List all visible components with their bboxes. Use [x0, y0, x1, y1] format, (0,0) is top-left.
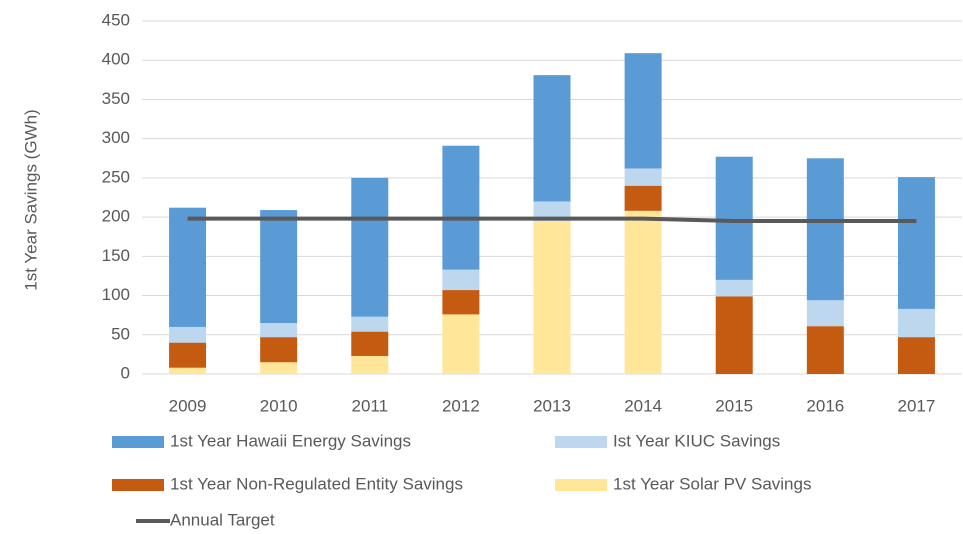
bar-segment [260, 337, 298, 363]
x-tick-label: 2012 [442, 396, 480, 415]
y-tick-label: 250 [102, 167, 130, 186]
bar-segment [715, 279, 753, 297]
bar-segment [169, 207, 207, 327]
y-tick-label: 450 [102, 10, 130, 29]
bar-segment [169, 326, 207, 343]
bar-segment [533, 201, 571, 222]
y-tick-label: 50 [111, 324, 130, 343]
x-tick-label: 2014 [624, 396, 662, 415]
y-tick-label: 0 [121, 363, 130, 382]
bar-segment [715, 156, 753, 280]
bar-segment [533, 221, 571, 374]
bar-segment [624, 185, 662, 211]
bar-segment [260, 210, 298, 324]
x-tick-label: 2016 [806, 396, 844, 415]
x-tick-label: 2010 [260, 396, 298, 415]
bar-segment [533, 75, 571, 202]
bar-segment [806, 300, 844, 327]
bar-segment [806, 326, 844, 374]
legend-swatch [555, 479, 607, 491]
bar-segment [897, 177, 935, 309]
bar-segment [897, 337, 935, 374]
y-tick-label: 150 [102, 246, 130, 265]
y-axis-label: 1st Year Savings (GWh) [21, 109, 40, 290]
bar-segment [169, 367, 207, 374]
bar-segment [624, 210, 662, 374]
bar-segment [624, 53, 662, 169]
bar-segment [442, 145, 480, 270]
y-tick-label: 300 [102, 128, 130, 147]
bar-segment [260, 362, 298, 374]
legend-label: 1st Year Hawaii Energy Savings [170, 431, 411, 450]
bar-segment [351, 316, 389, 332]
bar-segment [351, 331, 389, 356]
x-tick-label: 2013 [533, 396, 571, 415]
y-tick-label: 350 [102, 89, 130, 108]
target-line [187, 216, 917, 224]
bar-segment [806, 158, 844, 301]
x-tick-label: 2015 [715, 396, 753, 415]
bar-segment [351, 177, 389, 317]
x-tick-label: 2017 [898, 396, 936, 415]
bar-segment [442, 269, 480, 291]
y-tick-label: 400 [102, 50, 130, 69]
bar-segment [442, 314, 480, 374]
legend-swatch [112, 479, 164, 491]
bar-segment [442, 290, 480, 315]
x-tick-label: 2011 [351, 396, 388, 415]
y-tick-label: 200 [102, 207, 130, 226]
bar-segment [351, 355, 389, 374]
x-tick-label: 2009 [169, 396, 207, 415]
y-tick-label: 100 [102, 285, 130, 304]
bar-segment [260, 323, 298, 338]
bar-segment [897, 308, 935, 338]
legend-swatch [112, 436, 164, 448]
legend-label: 1st Year Non-Regulated Entity Savings [170, 474, 463, 493]
legend-label: Annual Target [170, 510, 275, 529]
legend-label: Ist Year KIUC Savings [613, 431, 780, 450]
legend-swatch [555, 436, 607, 448]
legend-label: 1st Year Solar PV Savings [613, 474, 811, 493]
bar-segment [169, 342, 207, 368]
bar-segment [715, 296, 753, 374]
bar-segment [624, 168, 662, 186]
